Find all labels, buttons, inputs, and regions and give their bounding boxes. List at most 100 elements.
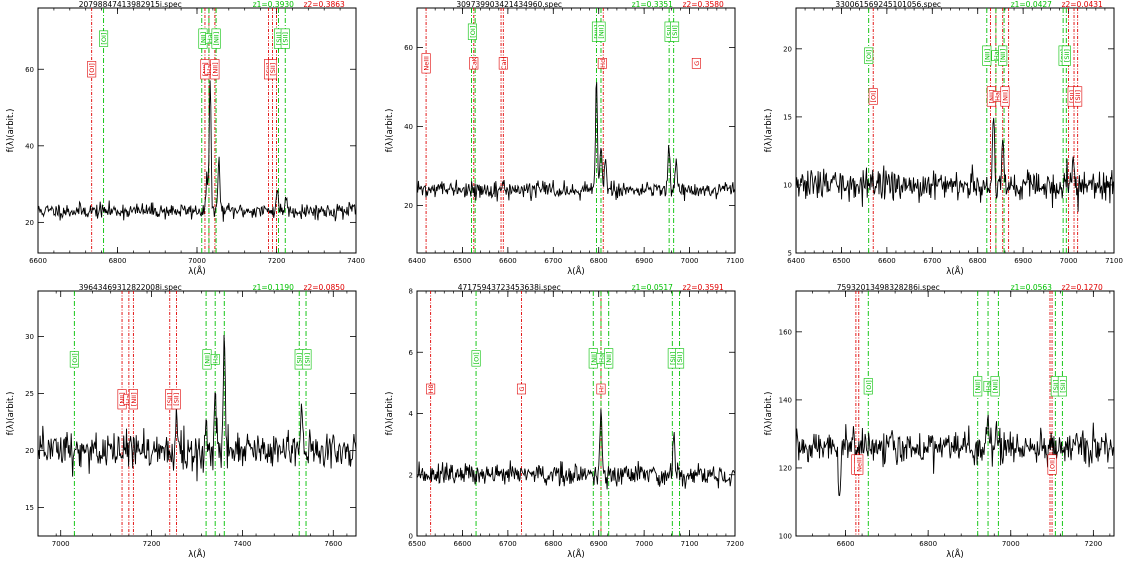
z2-line-label-box — [596, 383, 606, 395]
x-tick-label: 6600 — [454, 540, 472, 548]
z2-line-label-group: [SII] — [171, 389, 181, 410]
z1-line-label: [NII] — [974, 379, 982, 393]
z2-line-label-box — [128, 389, 138, 410]
spectrum-panel-3: 330061569245101056.spec z1=0.0427 z2=0.043… — [758, 0, 1137, 282]
y-tick-label: 100 — [779, 533, 792, 541]
z2-line-label: G — [693, 61, 701, 66]
z1-line-label-box — [280, 28, 290, 49]
x-axis-title: λ(Å) — [567, 265, 584, 277]
z1-line-label: [OI] — [865, 50, 873, 62]
z2-line-label-group: [NII] — [1000, 86, 1009, 107]
z2-line-label-group: CaH — [498, 57, 508, 70]
z1-line-label: [NII] — [203, 352, 211, 366]
z2-line-label: [NII] — [988, 90, 996, 104]
z2-line-label: Ha — [124, 395, 132, 404]
z2-line-label-box — [498, 57, 508, 70]
z2-line-label: Hr — [597, 385, 605, 393]
y-tick-label: 20 — [783, 45, 792, 53]
y-tick-label: 20 — [25, 219, 34, 227]
z1-line-label: Ha — [992, 51, 1000, 60]
z2-label: z2=0.3580 — [683, 0, 724, 9]
z2-line-label: Hd — [599, 59, 607, 68]
x-tick-label: 7400 — [347, 257, 365, 265]
x-tick-label: 7600 — [324, 540, 342, 548]
x-tick-label: 7000 — [1060, 257, 1078, 265]
spectrum-panel-6: 75932013498328286i.spec z1=0.0563 z2=0.127… — [758, 283, 1137, 565]
z1-line-label-group: [SII] — [667, 348, 677, 369]
z1-line-label-group: [OI] — [863, 378, 873, 395]
y-tick-label: 30 — [25, 333, 34, 341]
z2-line-label-group: NeIII — [854, 454, 863, 475]
chart-title: 20798847413982915i.spec — [79, 0, 182, 9]
x-tick-label: 6600 — [878, 257, 896, 265]
z2-line-label: G — [518, 386, 526, 391]
z2-line-label: NeIII — [855, 457, 863, 472]
z2-line-label: [SII] — [1074, 90, 1082, 103]
z1-label: z1=0.3351 — [632, 0, 673, 9]
z1-label: z1=0.0517 — [632, 283, 673, 292]
x-tick-label: 6400 — [408, 257, 426, 265]
z1-label: z1=0.0427 — [1011, 0, 1052, 9]
z2-line-label-box — [691, 58, 701, 69]
z2-line-label-box — [87, 61, 97, 78]
x-tick-label: 7000 — [52, 540, 70, 548]
z1-line-label-group: [OI] — [467, 23, 477, 40]
x-tick-label: 6900 — [635, 257, 653, 265]
x-tick-label: 7000 — [635, 540, 653, 548]
z2-line-label-group: [NII] — [210, 59, 220, 80]
z2-line-label-box — [210, 59, 220, 80]
z2-line-label: Ha — [205, 65, 213, 74]
y-tick-label: 25 — [25, 390, 34, 398]
x-axis-title: λ(Å) — [188, 265, 205, 277]
spectrum-line — [416, 408, 736, 490]
z1-line-label: Ha — [206, 34, 214, 43]
z1-line-label: [NII] — [605, 351, 613, 365]
z2-line-label-box — [1073, 86, 1083, 107]
x-tick-label: 7100 — [726, 257, 744, 265]
z1-line-label-box — [675, 348, 685, 369]
z2-label: z2=0.3863 — [304, 0, 345, 9]
spectrum-line — [37, 334, 357, 482]
plot-frame — [416, 290, 736, 537]
z1-line-label-group: [NII] — [604, 348, 614, 369]
x-tick-label: 6600 — [837, 540, 855, 548]
z1-line-label-group: [SII] — [670, 21, 680, 42]
z1-line-label: [SII] — [671, 25, 679, 38]
z1-line-label-group: [OI] — [69, 351, 79, 368]
y-tick-label: 120 — [779, 464, 792, 472]
z1-line-label-group: [NII] — [973, 376, 982, 397]
y-axis-title: f(λ)(arbit.) — [385, 109, 395, 153]
z2-line-label-group: [OI] — [868, 88, 878, 105]
z1-line-label-box — [69, 351, 79, 368]
z1-line-label: [SII] — [275, 32, 283, 45]
y-axis-title: f(λ)(arbit.) — [764, 392, 774, 436]
x-tick-label: 6800 — [109, 257, 127, 265]
z1-line-label: [NII] — [999, 49, 1007, 63]
z1-line-label-group: [NII] — [982, 45, 992, 66]
z1-line-label-group: [OI] — [99, 30, 108, 47]
x-tick-label: 6700 — [499, 540, 517, 548]
spectrum-panel-5: 47175943723453638i.spec z1=0.0517 z2=0.359… — [379, 283, 758, 565]
z1-line-label-box — [302, 349, 312, 370]
y-tick-label: 0 — [409, 533, 413, 541]
y-tick-label: 15 — [25, 504, 34, 512]
z1-line-label-group: [OI] — [471, 350, 481, 367]
x-tick-label: 6700 — [544, 257, 562, 265]
z1-line-label: [SII] — [296, 353, 304, 366]
chart-title: 39643469312822008i.spec — [79, 283, 182, 292]
y-axis-title: f(λ)(arbit.) — [6, 109, 16, 153]
x-tick-label: 6700 — [923, 257, 941, 265]
z1-line-label: Ha — [597, 354, 605, 363]
z2-line-label: [OI] — [88, 63, 96, 75]
y-tick-label: 60 — [25, 66, 34, 74]
spectrum-line — [416, 82, 736, 202]
z1-line-label-group: [SII] — [675, 348, 685, 369]
z1-line-label: [NII] — [590, 351, 598, 365]
z1-line-label: [SII] — [676, 352, 684, 365]
z2-line-label: [SII] — [269, 63, 277, 76]
x-tick-label: 7200 — [1084, 540, 1102, 548]
z2-line-label-group: CaK — [469, 56, 479, 70]
y-tick-label: 15 — [783, 113, 792, 121]
z2-line-label-box — [421, 53, 431, 74]
y-axis-title: f(λ)(arbit.) — [6, 392, 16, 436]
